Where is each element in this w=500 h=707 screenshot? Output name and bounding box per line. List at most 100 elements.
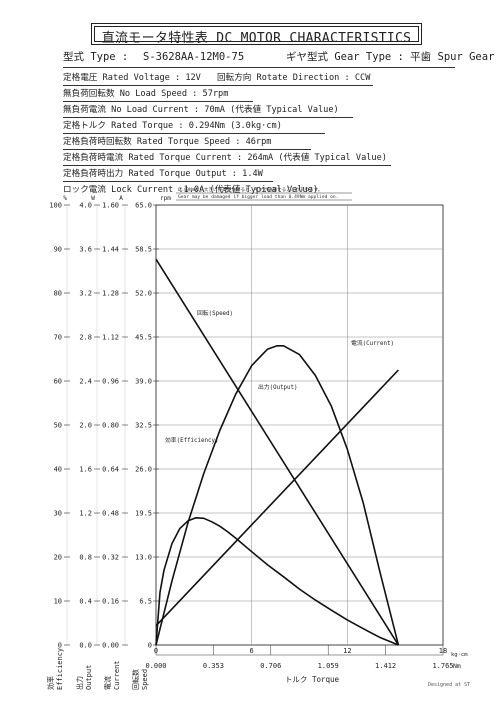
y-tick-label: 52.0: [135, 290, 152, 298]
x-unit-nm: Nm: [453, 662, 461, 670]
title-box: 直流モータ特性表 DC MOTOR CHARACTERISTICS: [91, 23, 422, 46]
y-tick-label: 2.0: [79, 422, 92, 430]
spec-rule: [63, 181, 273, 182]
y-axis-title: 回転数Speed: [131, 669, 149, 690]
y-tick-label: 0.80: [102, 422, 119, 430]
y-tick-label: 90: [54, 246, 62, 254]
x-axis-title: トルク Torque: [285, 675, 340, 684]
y-tick-label: 0.48: [102, 510, 119, 518]
spec-rated-torque-current: 定格負荷時電流 Rated Torque Current : 264mA (代表…: [63, 153, 387, 163]
y-tick-label: 6.5: [139, 598, 152, 606]
y-axis-title-jp: 出力: [75, 676, 84, 690]
spec-gear-type: ギヤ型式 Gear Type : 平歯 Spur Gear: [286, 51, 495, 63]
y-tick-label: 0.00: [102, 642, 119, 650]
y-tick-label: 0.4: [79, 598, 92, 606]
spec-rule: [63, 117, 353, 118]
y-tick-label: 13.0: [135, 554, 152, 562]
y-tick-label: 40: [54, 466, 62, 474]
spec-rule: [63, 101, 253, 102]
y-axis-unit: A: [119, 195, 123, 202]
series-label: 出力(Output): [258, 383, 298, 391]
y-tick-label: 60: [54, 378, 62, 386]
y-tick-label: 0: [58, 642, 62, 650]
y-axis-title: 電流Current: [103, 660, 121, 690]
y-tick-label: 3.2: [79, 290, 92, 298]
y-axis-title-jp: 回転数: [131, 669, 140, 690]
y-tick-label: 100: [49, 202, 62, 210]
spec-rated-torque-output: 定格負荷時出力 Rated Torque Output : 1.4W: [63, 169, 263, 179]
y-tick-label: 0.0: [79, 642, 92, 650]
x-tick-label-nm: 1.059: [318, 662, 339, 670]
x-tick-label-nm: 0.706: [260, 662, 281, 670]
spec-rated-voltage: 定格電圧 Rated Voltage : 12V: [63, 73, 201, 83]
series-line-2: [155, 345, 400, 646]
y-axis-title-jp: 効率: [46, 676, 55, 690]
x-unit-kgcm: kg·cm: [451, 652, 468, 658]
y-tick-label: 1.12: [102, 334, 119, 342]
y-tick-label: 26.0: [135, 466, 152, 474]
spec-rule: [63, 149, 311, 150]
y-axis-title-en: Output: [85, 665, 93, 690]
y-axis-title-en: Speed: [141, 669, 149, 690]
y-tick-label: 4.0: [79, 202, 92, 210]
y-tick-label: 65.0: [135, 202, 152, 210]
spec-rated-torque: 定格トルク Rated Torque : 0.294Nm (3.0kg·cm): [63, 121, 282, 131]
y-tick-label: 1.44: [102, 246, 119, 254]
spec-lock-current: ロック電流 Lock Current :1.0A (代表値 Typical Va…: [63, 185, 319, 195]
y-tick-label: 45.5: [135, 334, 152, 342]
series-label: 回転(Speed): [197, 310, 233, 317]
spec-no-load-speed: 無負荷回転数 No Load Speed : 57rpm: [63, 89, 229, 99]
x-tick-label-nm: 0.353: [203, 662, 224, 670]
spec-rule: [63, 67, 455, 68]
y-axis-unit: %: [63, 195, 67, 202]
y-axis-unit: W: [91, 195, 95, 202]
y-axis-title-jp: 電流: [103, 676, 112, 690]
spec-rule: [63, 85, 373, 86]
y-tick-label: 1.60: [102, 202, 119, 210]
series-line-3: [155, 517, 399, 646]
y-tick-label: 1.2: [79, 510, 92, 518]
spec-no-load-current: 無負荷電流 No Load Current : 70mA (代表値 Typica…: [63, 105, 339, 115]
spec-rule: [63, 165, 391, 166]
y-tick-label: 32.5: [135, 422, 152, 430]
y-tick-label: 3.6: [79, 246, 92, 254]
y-axis-unit: rpm: [160, 195, 171, 202]
gear-warning-en: Gear may be damaged if bigger load than …: [178, 194, 338, 200]
spec-type-value: S-3628AA-12M0-75: [143, 51, 245, 63]
y-axis-title: 出力Output: [75, 665, 93, 690]
series-label: 電流(Current): [351, 339, 394, 347]
series-line-1: [155, 369, 399, 627]
y-tick-label: 0.32: [102, 554, 119, 562]
y-tick-label: 19.5: [135, 510, 152, 518]
x-tick-label-kgcm: 6: [250, 647, 254, 655]
y-tick-label: 2.8: [79, 334, 92, 342]
gear-warning-jp: 0.49Nmより大きい負荷がかかると、ギヤが破損することがあります。: [178, 186, 323, 193]
x-tick-label-kgcm: 12: [343, 647, 351, 655]
y-axis-title: 効率Efficiency: [46, 648, 64, 690]
y-tick-label: 39.0: [135, 378, 152, 386]
y-tick-label: 70: [54, 334, 62, 342]
y-tick-label: 0.8: [79, 554, 92, 562]
designer-credit: Designed at ST: [428, 682, 471, 688]
spec-rule: [63, 133, 325, 134]
spec-type-label: 型式 Type :: [63, 51, 129, 63]
y-tick-label: 1.28: [102, 290, 119, 298]
y-tick-label: 0.64: [102, 466, 119, 474]
y-tick-label: 2.4: [79, 378, 92, 386]
y-tick-label: 0.96: [102, 378, 119, 386]
series-line-0: [155, 258, 400, 646]
y-tick-label: 0: [148, 642, 152, 650]
x-tick-label-nm: 1.765: [432, 662, 453, 670]
y-tick-label: 50: [54, 422, 62, 430]
y-tick-label: 20: [54, 554, 62, 562]
spec-rotate-direction: 回転方向 Rotate Direction : CCW: [217, 73, 371, 83]
y-tick-label: 80: [54, 290, 62, 298]
y-tick-label: 0.16: [102, 598, 119, 606]
y-axis-title-en: Efficiency: [56, 648, 64, 690]
y-tick-label: 30: [54, 510, 62, 518]
series-label: 効率(Efficiency): [165, 436, 218, 444]
y-axis-title-en: Current: [113, 660, 121, 690]
spec-rated-torque-speed: 定格負荷時回転数 Rated Torque Speed : 46rpm: [63, 137, 272, 147]
y-tick-label: 1.6: [79, 466, 92, 474]
